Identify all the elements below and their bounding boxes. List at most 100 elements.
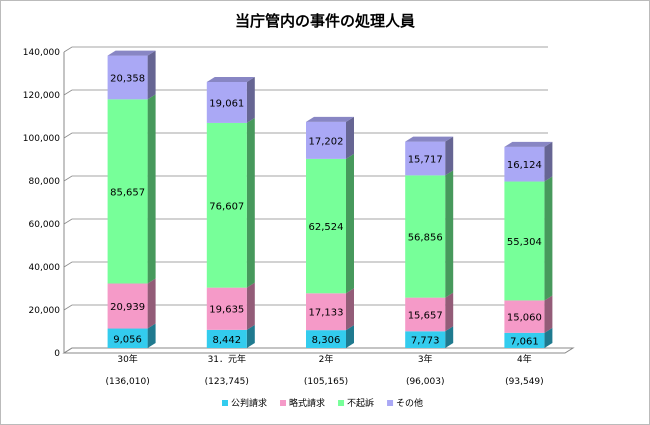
bar-side xyxy=(445,170,454,298)
bar xyxy=(107,55,148,100)
value-label: 17,133 xyxy=(309,308,344,319)
bar-side xyxy=(246,324,255,348)
value-label: 20,358 xyxy=(110,73,145,84)
bar xyxy=(107,99,148,284)
bar xyxy=(206,122,247,288)
value-label: 17,202 xyxy=(309,136,344,147)
value-label: 7,773 xyxy=(411,336,440,347)
y-tick-label: 0 xyxy=(54,349,60,359)
bar-side xyxy=(445,292,454,332)
x-tick-label: 3年 xyxy=(418,353,433,365)
bar xyxy=(206,81,247,123)
x-sublabel: (123,745) xyxy=(205,377,249,387)
bar-side xyxy=(246,282,255,330)
bar-side xyxy=(147,94,156,284)
x-tick-label: 31．元年 xyxy=(208,353,246,365)
bar-side xyxy=(544,295,553,333)
y-tick-label: 60,000 xyxy=(29,220,61,230)
grid-line xyxy=(63,89,548,96)
bar-side xyxy=(346,288,354,331)
y-tick-label: 100,000 xyxy=(23,134,60,144)
legend-swatch xyxy=(280,400,287,406)
x-sublabel: (136,010) xyxy=(105,377,149,387)
x-tick-label: 4年 xyxy=(517,353,532,365)
bar-side xyxy=(544,327,553,348)
bar-side xyxy=(147,50,156,100)
legend-label: 略式請求 xyxy=(289,397,325,409)
grid-line xyxy=(63,261,548,268)
bar xyxy=(306,158,346,294)
grid-line xyxy=(63,46,548,53)
value-label: 8,306 xyxy=(312,335,341,346)
bar xyxy=(405,175,446,298)
bar xyxy=(504,332,545,348)
bar xyxy=(405,141,446,176)
bar xyxy=(306,330,346,348)
value-label: 15,657 xyxy=(408,310,443,321)
legend-swatch xyxy=(387,400,394,406)
y-tick-label: 140,000 xyxy=(23,48,60,58)
bar-side xyxy=(147,323,156,348)
bar-side xyxy=(544,176,553,301)
bar xyxy=(504,181,545,301)
chart-title: 当庁管内の事件の処理人員 xyxy=(235,12,415,30)
grid-line xyxy=(63,347,548,354)
bar-top xyxy=(306,116,354,122)
grid-line xyxy=(63,304,548,311)
legend-swatch xyxy=(222,400,228,406)
bar-side xyxy=(445,326,454,348)
x-tick-label: 2年 xyxy=(319,353,334,365)
bar xyxy=(504,146,545,182)
value-label: 16,124 xyxy=(507,160,542,171)
bar-top xyxy=(107,50,156,56)
floor xyxy=(62,347,575,354)
bar-side xyxy=(346,325,354,348)
value-label: 62,524 xyxy=(309,222,344,233)
value-label: 8,442 xyxy=(212,335,241,346)
bar-side xyxy=(246,76,255,123)
bar xyxy=(306,121,346,159)
value-label: 20,939 xyxy=(110,302,145,313)
value-label: 85,657 xyxy=(110,187,145,198)
bar xyxy=(206,287,247,330)
bar xyxy=(405,297,446,332)
x-sublabel: (93,549) xyxy=(505,377,544,387)
bar xyxy=(107,283,148,329)
value-label: 76,607 xyxy=(209,201,244,212)
grid-line xyxy=(63,132,548,139)
legend-label: 不起訴 xyxy=(347,397,374,409)
value-label: 9,056 xyxy=(113,334,142,345)
bar xyxy=(504,300,545,333)
bar-top xyxy=(504,141,553,147)
y-tick-label: 80,000 xyxy=(29,177,61,187)
bar-side xyxy=(246,117,255,288)
y-tick-label: 20,000 xyxy=(29,306,61,316)
value-label: 19,635 xyxy=(209,305,244,316)
y-tick-label: 120,000 xyxy=(23,91,60,101)
bar-side xyxy=(544,141,553,182)
x-sublabel: (96,003) xyxy=(406,377,445,387)
legend-label: その他 xyxy=(396,397,423,409)
bar-side xyxy=(147,278,156,329)
bar-top xyxy=(405,136,454,142)
value-label: 15,060 xyxy=(507,313,542,324)
bar xyxy=(405,331,446,348)
bar-side xyxy=(445,136,454,176)
value-label: 15,717 xyxy=(408,154,443,165)
value-label: 56,856 xyxy=(408,233,443,244)
grid-line xyxy=(63,218,548,225)
bar xyxy=(107,328,148,348)
legend-label: 公判請求 xyxy=(231,397,267,409)
value-label: 7,061 xyxy=(510,336,539,347)
bar-top xyxy=(206,76,255,82)
bar xyxy=(306,293,346,331)
bar-side xyxy=(346,116,354,159)
value-label: 19,061 xyxy=(209,98,244,109)
y-tick-label: 40,000 xyxy=(29,263,61,273)
bar-side xyxy=(346,153,354,294)
x-sublabel: (105,165) xyxy=(304,377,348,387)
grid-line xyxy=(63,175,548,182)
x-tick-label: 30年 xyxy=(117,353,137,365)
bar xyxy=(206,329,247,348)
